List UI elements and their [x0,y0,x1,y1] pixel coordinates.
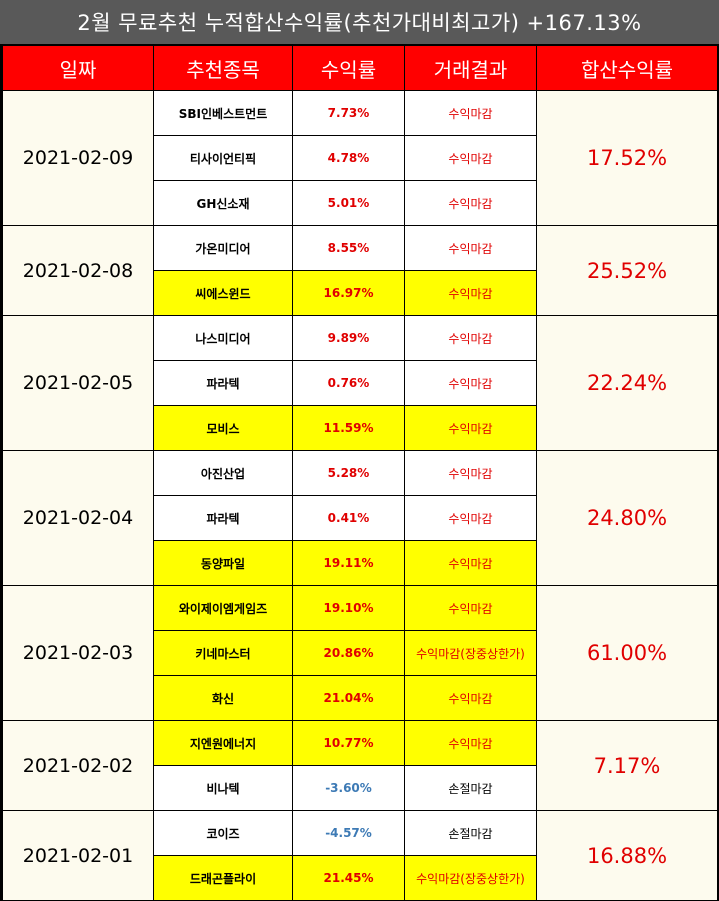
total-return-cell: 24.80% [536,450,718,586]
trade-result-cell: 수익마감 [404,450,537,496]
return-rate-cell: 4.78% [292,135,405,181]
return-rate-cell: 20.86% [292,630,405,676]
header-result: 거래결과 [404,45,537,91]
stock-name-cell: 파라텍 [153,495,293,541]
return-rate-cell: 5.28% [292,450,405,496]
stock-name-cell: 드래곤플라이 [153,855,293,901]
stock-name-cell: 모비스 [153,405,293,451]
return-rate-cell: 0.41% [292,495,405,541]
return-rate-cell: 0.76% [292,360,405,406]
return-rate-cell: 21.04% [292,675,405,721]
table-row: 파라텍 0.76% 수익마감 [3,360,718,406]
table-row: 2021-02-03 와이제이엠게임즈 19.10% 수익마감 61.00% [2,585,718,721]
trade-result-cell: 수익마감 [404,180,537,226]
header-row: 일짜 추천종목 수익률 거래결과 합산수익률 [2,45,718,91]
stock-name-cell: 키네마스터 [153,630,293,676]
table-row: 2021-02-09 SBI인베스트먼트 7.73% 수익마감 17.52% [2,90,718,226]
header-stock: 추천종목 [153,45,293,91]
table-row: GH신소재 5.01% 수익마감 [3,180,718,226]
return-rate-cell: -3.60% [292,765,405,811]
stock-name-cell: 와이제이엠게임즈 [153,585,293,631]
trade-result-cell: 손절마감 [404,810,537,856]
table-row: 드래곤플라이 21.45% 수익마감(장중상한가) [3,855,718,901]
stock-name-cell: 아진산업 [153,450,293,496]
total-return-cell: 17.52% [536,90,718,226]
sheet-title: 2월 무료추천 누적합산수익률(추천가대비최고가) +167.13% [0,0,719,44]
table-row: 파라텍 0.41% 수익마감 [3,495,718,541]
return-rate-cell: 10.77% [292,720,405,766]
trade-result-cell: 수익마감(장중상한가) [404,630,537,676]
results-table: 일짜 추천종목 수익률 거래결과 합산수익률 2021-02-09 SBI인베스트… [2,45,718,901]
date-cell: 2021-02-02 [2,720,154,811]
table-row: 동양파일 19.11% 수익마감 [3,540,718,586]
stock-name-cell: SBI인베스트먼트 [153,90,293,136]
stock-name-cell: 화신 [153,675,293,721]
trade-result-cell: 수익마감 [404,720,537,766]
total-return-cell: 22.24% [536,315,718,451]
stock-name-cell: 비나텍 [153,765,293,811]
stock-name-cell: 나스미디어 [153,315,293,361]
header-rate: 수익률 [292,45,405,91]
trade-result-cell: 수익마감 [404,315,537,361]
stock-name-cell: 가온미디어 [153,225,293,271]
stock-name-cell: 씨에스윈드 [153,270,293,316]
table-row: 티사이언티픽 4.78% 수익마감 [3,135,718,181]
total-return-cell: 61.00% [536,585,718,721]
return-rate-cell: 7.73% [292,90,405,136]
trade-result-cell: 수익마감 [404,585,537,631]
table-row: 2021-02-02 지엔원에너지 10.77% 수익마감 7.17% [2,720,718,811]
date-cell: 2021-02-05 [2,315,154,451]
return-rate-cell: -4.57% [292,810,405,856]
table-body: 2021-02-09 SBI인베스트먼트 7.73% 수익마감 17.52% 티사이언티픽… [2,90,718,901]
return-rate-cell: 11.59% [292,405,405,451]
trade-result-cell: 수익마감 [404,360,537,406]
stock-name-cell: 티사이언티픽 [153,135,293,181]
stock-name-cell: 지엔원에너지 [153,720,293,766]
total-return-cell: 16.88% [536,810,718,901]
trade-result-cell: 수익마감 [404,270,537,316]
trade-result-cell: 수익마감 [404,135,537,181]
total-return-cell: 25.52% [536,225,718,316]
trade-result-cell: 수익마감 [404,495,537,541]
return-rate-cell: 19.11% [292,540,405,586]
header-total: 합산수익률 [536,45,718,91]
trade-result-cell: 수익마감 [404,540,537,586]
table-row: 비나텍 -3.60% 손절마감 [3,765,718,811]
trade-result-cell: 수익마감 [404,675,537,721]
trade-result-cell: 수익마감(장중상한가) [404,855,537,901]
header-date: 일짜 [2,45,154,91]
date-cell: 2021-02-08 [2,225,154,316]
return-rate-cell: 9.89% [292,315,405,361]
return-rate-cell: 19.10% [292,585,405,631]
stock-name-cell: 파라텍 [153,360,293,406]
date-cell: 2021-02-04 [2,450,154,586]
return-rate-cell: 8.55% [292,225,405,271]
return-rate-cell: 21.45% [292,855,405,901]
table-row: 씨에스윈드 16.97% 수익마감 [3,270,718,316]
date-cell: 2021-02-01 [2,810,154,901]
stock-name-cell: 동양파일 [153,540,293,586]
table-row: 2021-02-01 코이즈 -4.57% 손절마감 16.88% [2,810,718,901]
trade-result-cell: 수익마감 [404,90,537,136]
date-cell: 2021-02-09 [2,90,154,226]
table-row: 화신 21.04% 수익마감 [3,675,718,721]
trade-result-cell: 수익마감 [404,405,537,451]
total-return-cell: 7.17% [536,720,718,811]
stock-name-cell: GH신소재 [153,180,293,226]
table-row: 2021-02-08 가온미디어 8.55% 수익마감 25.52% [2,225,718,316]
trade-result-cell: 손절마감 [404,765,537,811]
table-row: 2021-02-05 나스미디어 9.89% 수익마감 22.24% [2,315,718,451]
table-row: 키네마스터 20.86% 수익마감(장중상한가) [3,630,718,676]
date-cell: 2021-02-03 [2,585,154,721]
table-row: 모비스 11.59% 수익마감 [3,405,718,451]
table-row: 2021-02-04 아진산업 5.28% 수익마감 24.80% [2,450,718,586]
return-rate-cell: 5.01% [292,180,405,226]
trade-result-cell: 수익마감 [404,225,537,271]
stock-name-cell: 코이즈 [153,810,293,856]
return-rate-cell: 16.97% [292,270,405,316]
